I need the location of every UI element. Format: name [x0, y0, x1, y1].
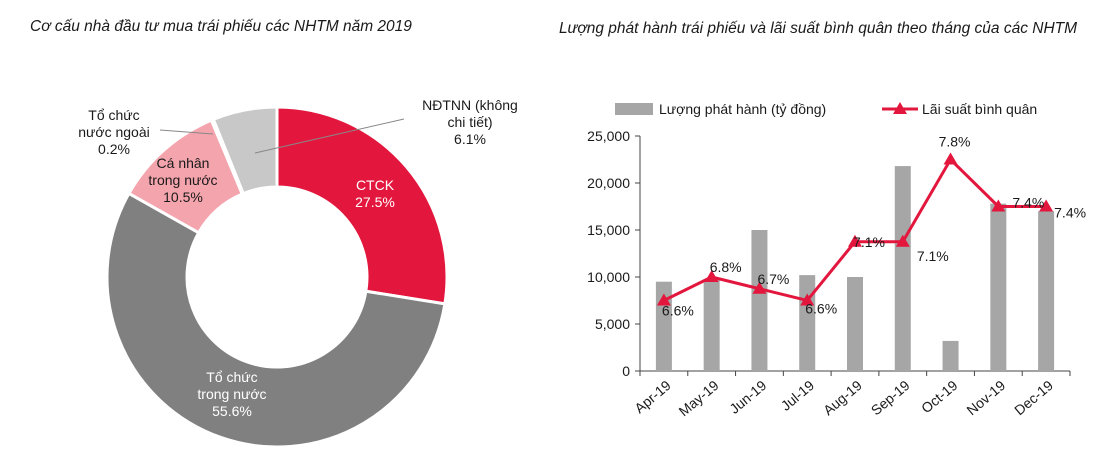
y-tick-label: 0 — [622, 363, 630, 379]
x-tick-label: Dec-19 — [1011, 377, 1056, 418]
bar — [1038, 211, 1055, 371]
rate-marker — [800, 293, 815, 306]
x-tick-label: Oct-19 — [918, 377, 961, 416]
legend-bar-label: Lượng phát hành (tỷ đồng) — [659, 101, 826, 117]
rate-label: 7.4% — [1054, 205, 1086, 221]
bar — [894, 166, 911, 371]
slice-label: NĐTNN (không — [422, 97, 518, 113]
leader-line — [159, 129, 214, 135]
rate-marker — [1039, 199, 1054, 212]
bar — [703, 279, 720, 371]
slice-label: Cá nhân — [157, 155, 210, 171]
donut-slice — [105, 191, 447, 449]
legend-line-marker — [893, 102, 907, 114]
donut-slice — [275, 105, 449, 306]
x-tick-label: May-19 — [676, 377, 722, 419]
legend-bar-swatch — [615, 103, 653, 115]
rate-marker — [656, 293, 671, 306]
rate-label: 7.1% — [917, 248, 949, 264]
x-tick-label: Sep-19 — [868, 377, 913, 418]
leader-line — [254, 118, 405, 154]
y-tick-label: 15,000 — [587, 222, 630, 238]
slice-label: 6.1% — [454, 131, 486, 147]
x-tick-label: Apr-19 — [631, 377, 674, 416]
x-tick-label: Nov-19 — [963, 377, 1008, 418]
y-tick-label: 25,000 — [587, 128, 630, 144]
bar — [799, 275, 816, 371]
rate-label: 6.7% — [757, 271, 789, 287]
x-tick-label: Jun-19 — [726, 377, 769, 417]
slice-label: 10.5% — [163, 189, 203, 205]
slice-label: nước ngoài — [78, 124, 149, 140]
bar — [751, 230, 768, 371]
right-chart-title: Lượng phát hành trái phiếu và lãi suất b… — [558, 20, 1078, 37]
rate-marker — [752, 281, 767, 294]
x-tick-label: Aug-19 — [820, 377, 865, 418]
rate-label: 7.8% — [939, 134, 971, 150]
slice-label: Tổ chức — [88, 107, 139, 123]
bar — [990, 203, 1007, 371]
combo-chart: 0 5,000 10,000 15,000 20,000 25,000 Apr-19 May-… — [587, 101, 1086, 419]
rate-marker — [848, 234, 862, 247]
y-tick-label: 10,000 — [587, 269, 630, 285]
rate-marker — [895, 234, 910, 247]
slice-label: 0.2% — [98, 141, 130, 157]
bar — [942, 340, 959, 371]
slice-label: trong nước — [148, 172, 217, 188]
x-tick-label: Jul-19 — [778, 377, 818, 414]
slice-label: Tổ chức — [206, 369, 257, 385]
bar — [847, 277, 863, 371]
donut-slice — [211, 105, 279, 196]
slice-label: chi tiết) — [447, 114, 492, 130]
rate-marker — [943, 152, 958, 165]
slice-label: CTCK — [356, 177, 395, 193]
rate-marker — [704, 270, 719, 282]
y-tick-label: 20,000 — [587, 175, 630, 191]
rate-label: 6.6% — [662, 303, 694, 319]
rate-marker — [991, 199, 1006, 212]
slice-label: 27.5% — [355, 194, 395, 210]
left-chart-title: Cơ cấu nhà đầu tư mua trái phiếu các NHT… — [30, 18, 412, 35]
rate-label: 7.1% — [853, 234, 885, 250]
rate-label: 6.8% — [710, 259, 742, 275]
slice-label: trong nước — [197, 386, 266, 402]
legend-line-label: Lãi suất bình quân — [922, 101, 1037, 117]
y-tick-label: 5,000 — [595, 316, 630, 332]
rate-label: 6.6% — [805, 301, 837, 317]
rate-label: 7.4% — [1012, 195, 1044, 211]
slice-label: 55.6% — [212, 403, 252, 419]
